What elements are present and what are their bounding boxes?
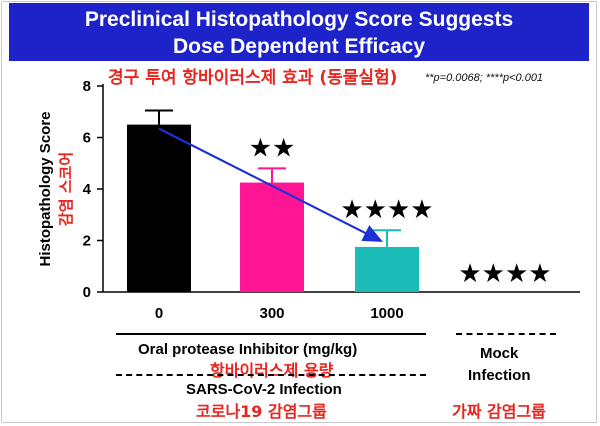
significance-stars: ★★★★ — [458, 259, 551, 289]
bar — [127, 124, 191, 292]
group2-dashed-rule — [456, 333, 556, 335]
infection-dashed-rule — [116, 374, 426, 376]
bar — [240, 182, 304, 292]
bar — [355, 246, 419, 292]
title-line-1: Preclinical Histopathology Score Suggest… — [84, 8, 514, 31]
mock-label-line-2: Infection — [468, 367, 531, 384]
y-tick-label: 2 — [83, 233, 91, 250]
mock-korean-label: 가짜 감염그룹 — [452, 402, 546, 421]
title-banner: Preclinical Histopathology Score Suggest… — [9, 3, 589, 61]
y-tick-label: 6 — [83, 130, 91, 147]
x-category-label: 1000 — [370, 305, 403, 322]
trend-arrow — [158, 127, 383, 242]
title-line-2: Dose Dependent Efficacy — [172, 35, 426, 58]
infection-korean-label: 코로나19 감염그룹 — [196, 402, 327, 421]
x-category-label: 300 — [259, 305, 284, 322]
significance-stars: ★★★★ — [340, 195, 433, 225]
group1-label: Oral protease Inhibitor (mg/kg) — [138, 341, 358, 358]
y-tick-label: 4 — [83, 181, 92, 198]
y-axis-label: Histopathology Score — [37, 111, 54, 266]
p-values-note: **p=0.0068; ****p<0.001 — [425, 72, 544, 84]
y-tick-label: 0 — [83, 284, 91, 301]
infection-label: SARS-CoV-2 Infection — [186, 381, 342, 398]
x-category-label: 0 — [155, 305, 163, 322]
y-tick-label: 8 — [83, 78, 91, 95]
significance-stars: ★★ — [249, 133, 296, 163]
group1-solid-rule — [116, 333, 426, 335]
y-axis-korean-label: 감염 스코어 — [57, 152, 75, 226]
mock-label-line-1: Mock — [480, 345, 519, 362]
korean-subtitle: 경구 투여 항바이러스제 효과 (동물실험) — [108, 68, 398, 88]
group1-korean-label: 항바이러스제 용량 — [210, 361, 334, 380]
